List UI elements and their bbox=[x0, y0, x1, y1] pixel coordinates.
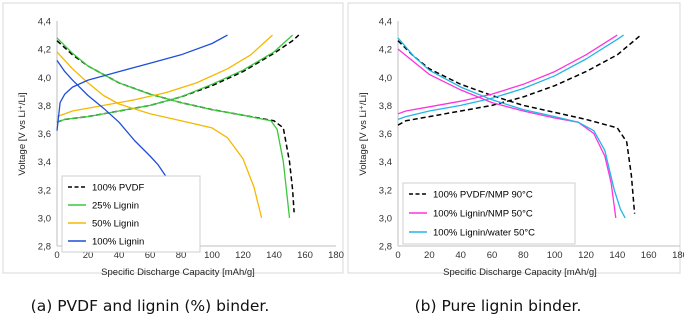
x-tick-label: 140 bbox=[609, 250, 625, 261]
x-tick-label: 120 bbox=[578, 250, 594, 261]
plot-area-b: 0 20 40 60 80 100 120 140 160 180 2,8 3,0 3,2 3,4 3,6 3… bbox=[379, 17, 684, 262]
x-tick-label: 20 bbox=[83, 250, 94, 261]
y-tick-label: 3,0 bbox=[38, 213, 51, 224]
y-axis-label-a: Voltage [V vs Li⁺/Li] bbox=[17, 92, 28, 175]
legend-label-50-lignin: 50% Lignin bbox=[92, 219, 139, 230]
series-line-100-pvdf-nmp-90-c-charge bbox=[397, 34, 642, 126]
legend-label-100-lignin-water-50-c: 100% Lignin/water 50°C bbox=[433, 228, 535, 239]
y-tick-label: 3,8 bbox=[379, 101, 392, 112]
x-tick-label: 80 bbox=[518, 250, 529, 261]
series-line-25-lignin-discharge bbox=[56, 37, 291, 218]
y-tick-label: 3,6 bbox=[38, 129, 51, 140]
x-tick-label: 60 bbox=[487, 250, 498, 261]
chart-panel-b: 0 20 40 60 80 100 120 140 160 180 2,8 3,0 3,2 3,4 3,6 3… bbox=[347, 2, 684, 315]
x-tick-label: 180 bbox=[672, 250, 684, 261]
series-line-50-lignin-charge bbox=[56, 34, 273, 118]
legend-label-100-pvdf: 100% PVDF bbox=[92, 183, 144, 194]
x-tick-label: 0 bbox=[395, 250, 400, 261]
series-line-100-lignin-water-50-c-charge bbox=[397, 34, 624, 121]
y-tick-label: 4,0 bbox=[38, 73, 51, 84]
x-tick-label: 120 bbox=[235, 250, 251, 261]
legend-label-100-lignin-nmp-50-c: 100% Lignin/NMP 50°C bbox=[433, 209, 533, 220]
series-line-100-lignin-nmp-50-c-charge bbox=[397, 34, 618, 115]
y-tick-label: 2,8 bbox=[38, 242, 51, 253]
chart-panel-a: 0 20 40 60 80 100 120 140 160 180 2,8 3,0 3,2 3,4 3,6 3… bbox=[2, 2, 344, 315]
x-tick-label: 80 bbox=[176, 250, 187, 261]
y-tick-label: 3,2 bbox=[379, 185, 392, 196]
x-tick-label: 60 bbox=[145, 250, 156, 261]
y-tick-label: 3,4 bbox=[379, 157, 392, 168]
x-tick-label: 20 bbox=[424, 250, 435, 261]
series-line-25-lignin-charge bbox=[56, 34, 294, 123]
y-tick-label: 3,6 bbox=[379, 129, 392, 140]
x-axis-label-a: Specific Discharge Capacity [mAh/g] bbox=[101, 267, 255, 278]
y-tick-label: 4,2 bbox=[379, 45, 392, 56]
series-line-100-lignin-water-50-c-discharge bbox=[397, 37, 626, 219]
x-tick-label: 40 bbox=[455, 250, 466, 261]
x-axis-label-b: Specific Discharge Capacity [mAh/g] bbox=[443, 267, 597, 278]
x-tick-label: 160 bbox=[297, 250, 313, 261]
legend-label-25-lignin: 25% Lignin bbox=[92, 201, 139, 212]
y-axis-label-b: Voltage [V vs Li⁺/Li] bbox=[358, 92, 369, 175]
legend-label-100-lignin: 100% Lignin bbox=[92, 237, 144, 248]
y-tick-label: 3,4 bbox=[38, 157, 51, 168]
y-tick-label: 3,2 bbox=[38, 185, 51, 196]
legend-b: 100% PVDF/NMP 90°C 100% Lignin/NMP 50°C 10… bbox=[402, 182, 576, 245]
y-tick-label: 4,4 bbox=[38, 17, 51, 28]
x-tick-label: 40 bbox=[114, 250, 125, 261]
caption-b: (b) Pure lignin binder. bbox=[415, 297, 582, 315]
x-tick-label: 140 bbox=[266, 250, 282, 261]
x-tick-label: 160 bbox=[641, 250, 657, 261]
series-line-50-lignin-discharge bbox=[56, 51, 263, 219]
x-tick-label: 0 bbox=[54, 250, 59, 261]
x-tick-label: 100 bbox=[547, 250, 563, 261]
x-tick-label: 100 bbox=[204, 250, 220, 261]
y-tick-label: 4,2 bbox=[38, 45, 51, 56]
legend-a: 100% PVDF 25% Lignin 50% Lignin 100% Lignin bbox=[61, 175, 201, 253]
y-tick-label: 3,8 bbox=[38, 101, 51, 112]
series-line-100-lignin-charge bbox=[56, 34, 228, 131]
legend-box bbox=[61, 175, 201, 253]
x-tick-label: 180 bbox=[328, 250, 344, 261]
legend-label-100-pvdf-nmp-90-c: 100% PVDF/NMP 90°C bbox=[433, 190, 533, 201]
plot-area-a: 0 20 40 60 80 100 120 140 160 180 2,8 3,0 3,2 3,4 3,6 3… bbox=[38, 17, 344, 262]
caption-a: (a) PVDF and lignin (%) binder. bbox=[31, 297, 270, 315]
legend-box bbox=[402, 182, 576, 245]
series-line-100-lignin-nmp-50-c-discharge bbox=[397, 48, 617, 218]
y-tick-label: 2,8 bbox=[379, 242, 392, 253]
y-tick-label: 3,0 bbox=[379, 213, 392, 224]
y-tick-label: 4,4 bbox=[379, 17, 392, 28]
y-tick-label: 4,0 bbox=[379, 73, 392, 84]
